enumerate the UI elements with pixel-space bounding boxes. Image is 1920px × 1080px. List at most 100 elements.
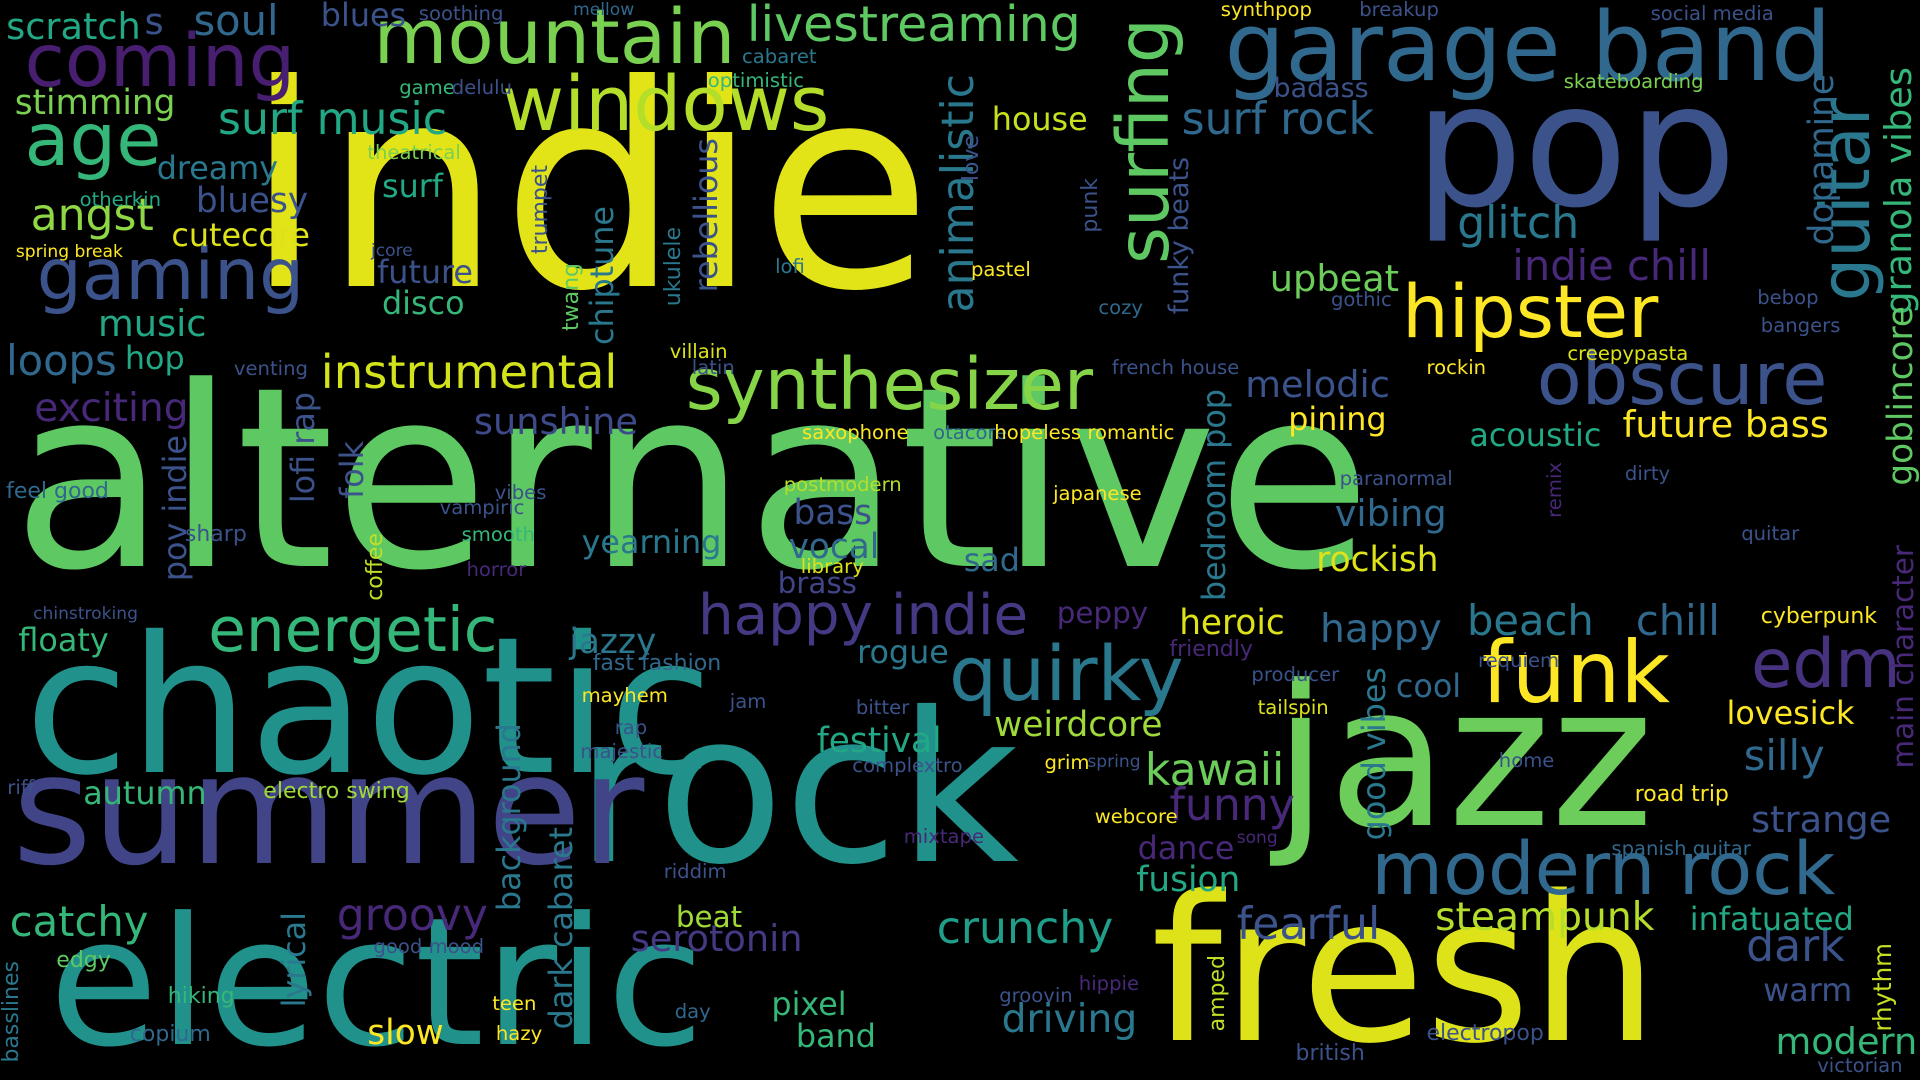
cloud-word: coffee bbox=[362, 532, 388, 601]
cloud-word: exciting bbox=[34, 386, 189, 432]
cloud-word: funk bbox=[1481, 622, 1670, 723]
cloud-word: cabaret bbox=[742, 44, 817, 68]
cloud-word: song bbox=[1236, 828, 1278, 849]
cloud-word: windows bbox=[502, 60, 830, 149]
cloud-word: crunchy bbox=[936, 903, 1114, 955]
cloud-word: groovin bbox=[999, 983, 1073, 1007]
cloud-word: glitch bbox=[1457, 198, 1580, 249]
cloud-word: summer bbox=[12, 721, 645, 900]
cloud-word: jcore bbox=[371, 240, 413, 261]
cloud-word: funky beats bbox=[1163, 156, 1195, 314]
cloud-word: lyrical bbox=[276, 912, 314, 1008]
cloud-word: weirdcore bbox=[994, 704, 1163, 745]
cloud-word: catchy bbox=[9, 897, 149, 947]
cloud-word: hop bbox=[124, 339, 185, 377]
cloud-word: sunshine bbox=[473, 400, 638, 444]
cloud-word: british bbox=[1295, 1041, 1365, 1067]
cloud-word: jam bbox=[729, 689, 767, 713]
cloud-word: synthpop bbox=[1220, 0, 1312, 21]
cloud-word: edgy bbox=[56, 948, 111, 974]
cloud-word: love bbox=[959, 134, 985, 181]
cloud-word: library bbox=[800, 555, 864, 579]
cloud-word: chinstroking bbox=[33, 604, 138, 625]
cloud-word: cutecore bbox=[171, 217, 310, 255]
cloud-word: steampunk bbox=[1435, 894, 1655, 940]
cloud-word: acoustic bbox=[1469, 417, 1602, 454]
cloud-word: funny bbox=[1169, 779, 1295, 831]
cloud-word: breakup bbox=[1359, 0, 1439, 21]
cloud-word: lofi rap bbox=[284, 391, 322, 503]
cloud-word: latin bbox=[691, 355, 735, 379]
cloud-word: fast fashion bbox=[592, 650, 722, 676]
cloud-word: edm bbox=[1751, 624, 1901, 703]
cloud-word: chaotic bbox=[24, 596, 714, 818]
cloud-word: cool bbox=[1395, 668, 1462, 705]
cloud-word: bebop bbox=[1757, 285, 1819, 309]
cloud-word: indie chill bbox=[1512, 240, 1711, 290]
cloud-word: music bbox=[98, 302, 207, 346]
cloud-word: garage band bbox=[1224, 0, 1832, 103]
cloud-word: chill bbox=[1635, 596, 1720, 645]
cloud-word: smooth bbox=[461, 523, 535, 547]
cloud-word: spring bbox=[1087, 752, 1141, 773]
cloud-word: good mood bbox=[373, 934, 485, 958]
cloud-word: indie bbox=[244, 26, 932, 353]
cloud-word: tailspin bbox=[1257, 696, 1329, 719]
cloud-word: grim bbox=[1044, 751, 1090, 775]
cloud-word: livestreaming bbox=[746, 0, 1081, 53]
cloud-word: chiptune bbox=[583, 205, 621, 345]
cloud-word: floaty bbox=[18, 621, 109, 659]
cloud-word: bluesy bbox=[195, 180, 309, 221]
cloud-word: mixtape bbox=[903, 824, 984, 848]
cloud-word: coming bbox=[24, 18, 296, 104]
cloud-word: yearning bbox=[581, 523, 722, 561]
cloud-word: s bbox=[144, 0, 164, 43]
cloud-word: pop bbox=[1414, 47, 1737, 247]
cloud-word: theatrical bbox=[367, 141, 461, 165]
cloud-word: vocal bbox=[788, 527, 880, 568]
cloud-word: villain bbox=[669, 339, 728, 363]
cloud-word: quirky bbox=[949, 629, 1184, 718]
cloud-word: amped bbox=[1205, 955, 1231, 1032]
cloud-word: slow bbox=[367, 1013, 444, 1054]
cloud-word: pastel bbox=[971, 257, 1031, 281]
cloud-word: loops bbox=[6, 336, 117, 386]
cloud-word: heroic bbox=[1179, 603, 1285, 644]
cloud-word: road trip bbox=[1634, 781, 1729, 807]
cloud-word: surf bbox=[382, 168, 443, 206]
cloud-word: pixel bbox=[771, 986, 847, 1024]
cloud-word: festival bbox=[816, 720, 942, 761]
cloud-word: gaming bbox=[36, 232, 305, 316]
cloud-word: optimistic bbox=[707, 69, 804, 92]
cloud-word: melodic bbox=[1245, 363, 1390, 407]
cloud-word: stimming bbox=[14, 82, 176, 123]
cloud-word: warm bbox=[1763, 971, 1853, 1009]
cloud-word: spanish guitar bbox=[1611, 836, 1751, 860]
cloud-word: happy bbox=[1320, 606, 1442, 652]
cloud-word: bass bbox=[793, 492, 873, 533]
cloud-word: trumpet bbox=[528, 165, 554, 255]
cloud-word: driving bbox=[1001, 997, 1138, 1043]
cloud-word: riddim bbox=[663, 860, 727, 883]
cloud-word: feel good bbox=[6, 479, 109, 505]
cloud-word: copium bbox=[129, 1021, 211, 1047]
cloud-word: complextro bbox=[852, 753, 963, 777]
cloud-word: requiem bbox=[1478, 649, 1560, 673]
cloud-word: remix bbox=[1543, 461, 1567, 518]
cloud-word: mellow bbox=[573, 0, 635, 21]
cloud-word: age bbox=[24, 98, 162, 184]
cloud-word: surf rock bbox=[1181, 94, 1375, 145]
cloud-word: fresh bbox=[1151, 852, 1659, 1080]
cloud-word: synthesizer bbox=[685, 343, 1094, 426]
cloud-word: kawaii bbox=[1144, 745, 1285, 797]
cloud-word: punk bbox=[1078, 177, 1103, 233]
cloud-word: cozy bbox=[1098, 295, 1144, 319]
cloud-word: dark cabaret bbox=[543, 826, 581, 1029]
cloud-word: angst bbox=[30, 189, 154, 241]
cloud-word: surf music bbox=[218, 94, 447, 145]
cloud-word: mountain bbox=[373, 0, 736, 81]
cloud-word: vibes bbox=[494, 480, 547, 504]
cloud-word: vampiric bbox=[439, 496, 525, 520]
cloud-word: day bbox=[674, 999, 711, 1023]
cloud-word: cyberpunk bbox=[1760, 604, 1878, 630]
